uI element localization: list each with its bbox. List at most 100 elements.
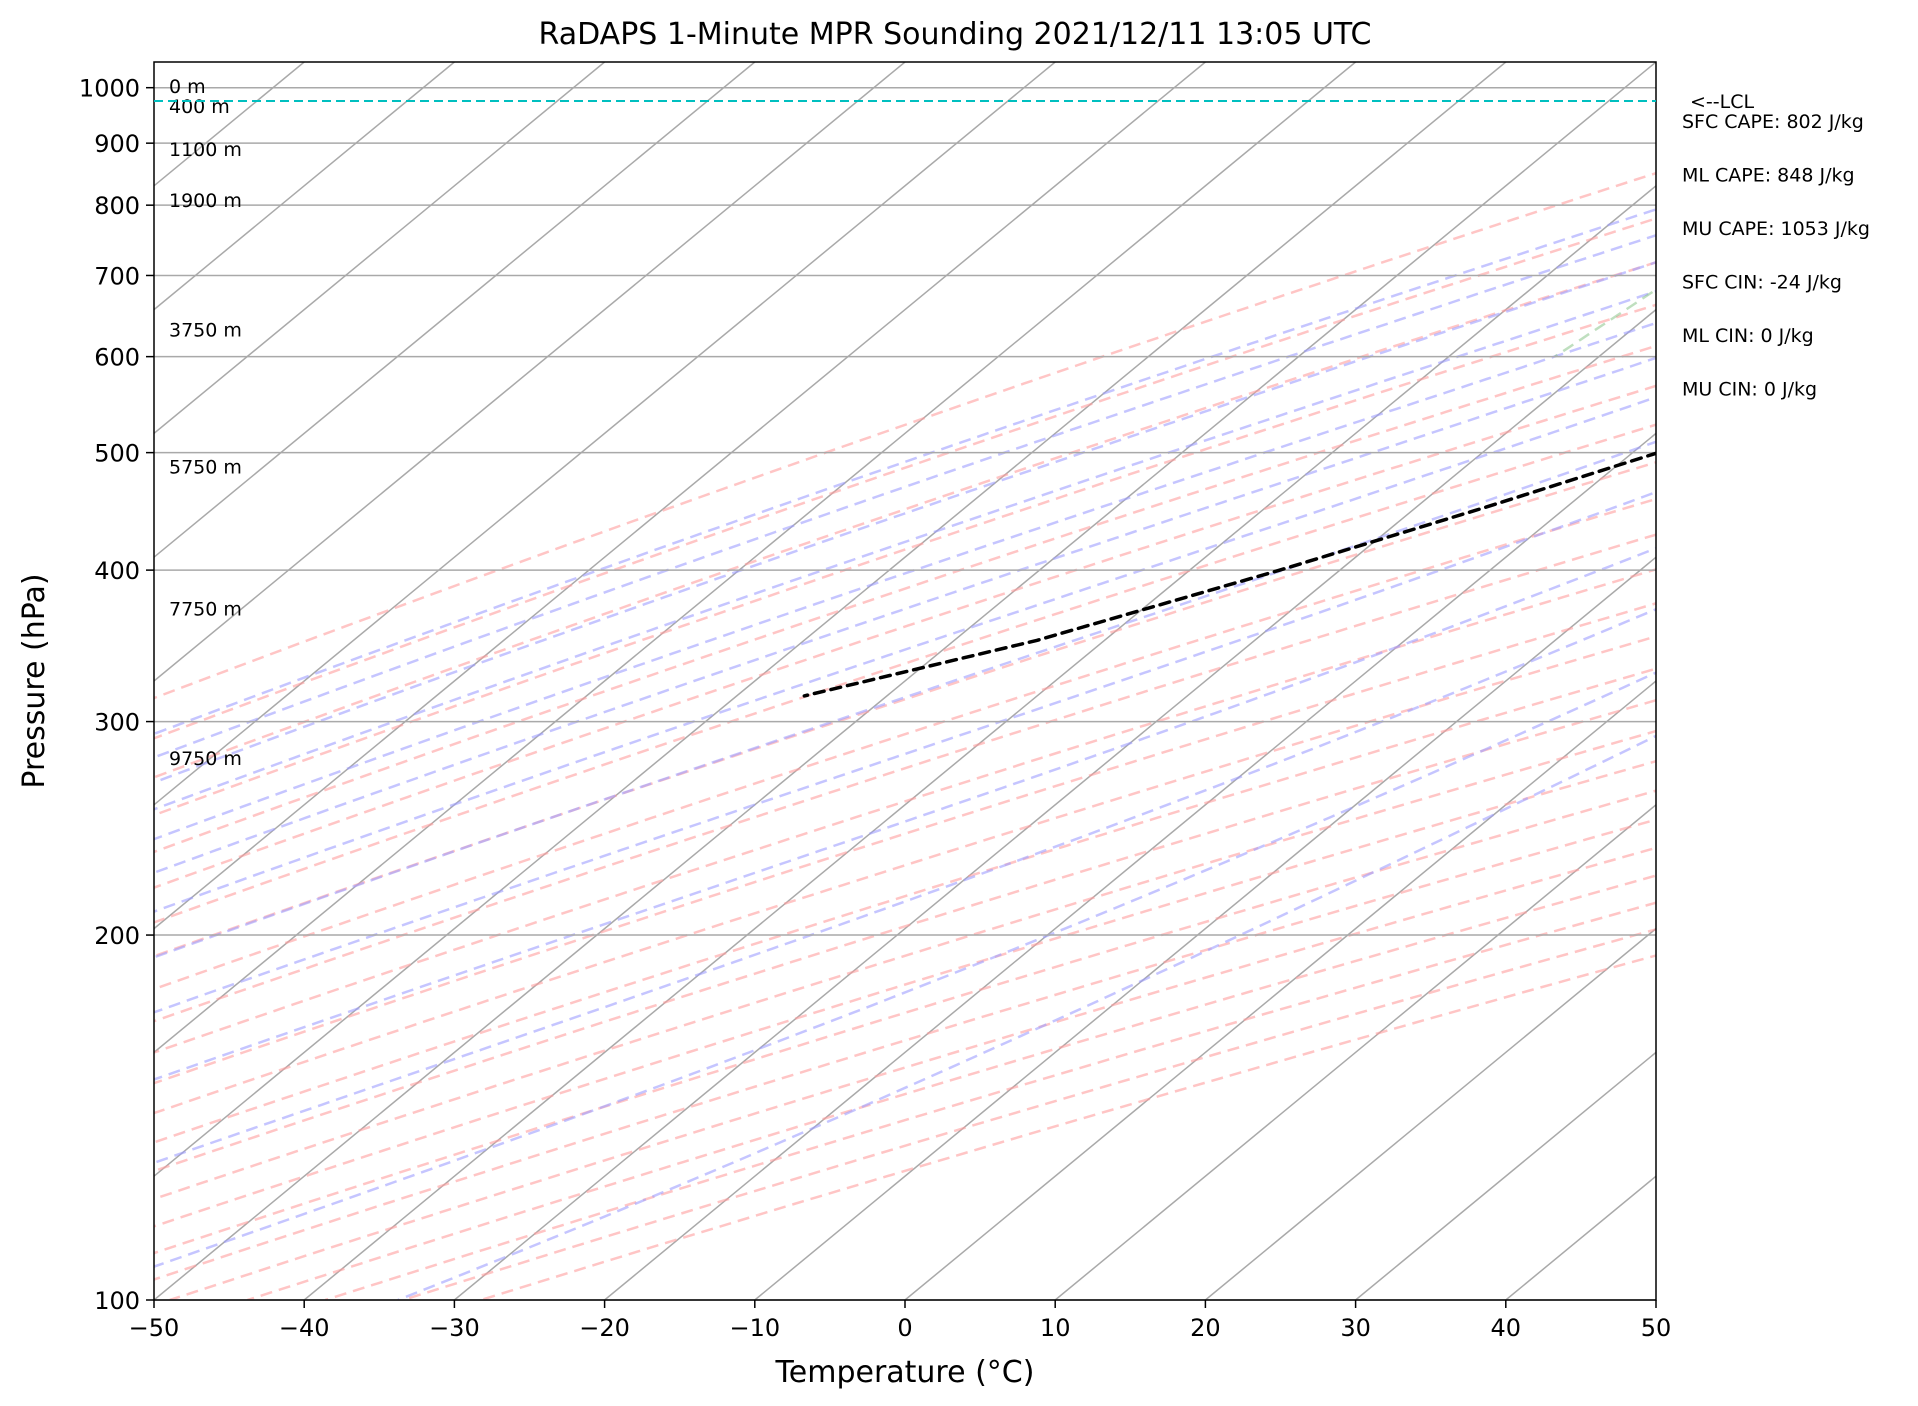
- mixing-ratio-line: [1554, 288, 1656, 358]
- dry-adiabat-line: [154, 729, 1656, 1201]
- stat-label: ML CAPE: 848 J/kg: [1682, 165, 1855, 187]
- height-label: 1100 m: [169, 139, 242, 161]
- x-tick-label: 30: [1340, 1314, 1371, 1342]
- height-label: 9750 m: [169, 748, 242, 770]
- dry-adiabat-line: [154, 602, 1656, 1085]
- height-label: 5750 m: [169, 457, 242, 479]
- height-label: 7750 m: [169, 598, 242, 620]
- moist-adiabat-line: [397, 734, 1656, 1300]
- height-labels: 9750 m 7750 m 5750 m 3750 m 1900 m 1100 m 400 …: [169, 76, 242, 770]
- isotherm-line: [904, 680, 1656, 1300]
- dry-adiabat-line: [154, 261, 1656, 779]
- isotherm-line: [154, 62, 1656, 1300]
- height-label: 3750 m: [169, 319, 242, 341]
- dry-adiabat-line: [154, 344, 1656, 854]
- x-tick-label: 0: [897, 1314, 912, 1342]
- mixing-ratio-line: [1825, 62, 1918, 357]
- isotherm-line: [154, 62, 906, 682]
- y-tick-label: 700: [94, 262, 140, 290]
- lcl-label: <--LCL: [1690, 91, 1754, 113]
- dry-adiabat-line: [154, 698, 1656, 1173]
- y-axis-label: Pressure (hPa): [17, 573, 52, 788]
- dry-adiabat-line: [154, 461, 1656, 958]
- height-label: 400 m: [169, 96, 230, 118]
- isotherm-line: [754, 556, 1656, 1300]
- isotherm-line: [1204, 927, 1656, 1300]
- y-tick-label: 200: [94, 922, 140, 950]
- stat-label: ML CIN: 0 J/kg: [1682, 325, 1814, 347]
- x-axis: −50 −40 −30 −20 −10 0 10 20 30 40 50: [129, 1300, 1672, 1342]
- x-tick-label: 20: [1190, 1314, 1221, 1342]
- moist-adiabat-line: [154, 261, 1656, 784]
- y-tick-label: 1000: [79, 75, 140, 103]
- isotherm-line: [154, 62, 606, 435]
- moist-adiabat-line: [154, 395, 1656, 913]
- isotherm-line: [303, 184, 1656, 1300]
- dry-adiabat-line: [154, 568, 1656, 1054]
- parcel-line: [802, 451, 1656, 698]
- series-layer: [802, 91, 1918, 698]
- dry-adiabat-line: [154, 423, 1656, 924]
- dewpoint-line: [1844, 91, 1918, 696]
- stats-panel: SFC CAPE: 802 J/kg ML CAPE: 848 J/kg MU CA…: [1682, 111, 1870, 401]
- dry-adiabat-line: [154, 635, 1656, 1115]
- y-tick-label: 500: [94, 440, 140, 468]
- moist-adiabat-line: [154, 607, 1656, 1165]
- dry-adiabat-line: [154, 217, 1656, 740]
- isotherm-line: [154, 62, 455, 311]
- dry-adiabat-line: [154, 759, 1656, 1228]
- y-tick-label: 400: [94, 557, 140, 585]
- background-lines: [154, 62, 1918, 1300]
- dry-adiabat-line: [154, 789, 1656, 1255]
- stat-label: SFC CIN: -24 J/kg: [1682, 272, 1842, 294]
- stat-label: MU CAPE: 1053 J/kg: [1682, 218, 1870, 240]
- moist-adiabat-line: [154, 440, 1656, 959]
- y-tick-label: 100: [94, 1287, 140, 1315]
- height-label: 0 m: [169, 76, 206, 98]
- isotherm-line: [154, 62, 1507, 1178]
- x-tick-label: −30: [429, 1314, 480, 1342]
- isotherm-line: [1054, 803, 1656, 1300]
- isotherm-line: [1355, 1051, 1656, 1300]
- moist-adiabat-line: [154, 546, 1656, 1081]
- isotherm-line: [604, 432, 1656, 1300]
- x-tick-label: −20: [579, 1314, 630, 1342]
- dry-adiabat-line: [154, 533, 1656, 1023]
- dry-adiabat-line: [154, 303, 1656, 817]
- y-axis: 1000 900 800 700 600 500 400 300 200 100: [79, 75, 154, 1315]
- isotherm-line: [453, 308, 1656, 1300]
- height-label: 1900 m: [169, 190, 242, 212]
- dry-adiabat-line: [154, 818, 1656, 1281]
- dry-adiabat-line: [154, 384, 1656, 889]
- y-tick-label: 800: [94, 192, 140, 220]
- x-axis-label: Temperature (°C): [775, 1355, 1035, 1390]
- moist-adiabat-line: [154, 321, 1656, 841]
- dry-adiabat-line: [402, 928, 1656, 1300]
- isotherm-line: [154, 62, 1056, 806]
- isotherm-line: [154, 62, 756, 559]
- moist-adiabat-line: [154, 490, 1656, 1014]
- y-tick-label: 300: [94, 709, 140, 737]
- x-tick-label: −40: [279, 1314, 330, 1342]
- isotherm-line: [154, 62, 1357, 1054]
- moist-adiabat-line: [154, 356, 1656, 875]
- stat-label: MU CIN: 0 J/kg: [1682, 379, 1817, 401]
- y-tick-label: 900: [94, 130, 140, 158]
- dry-adiabat-line: [154, 497, 1656, 991]
- moist-adiabat-line: [154, 233, 1656, 759]
- moist-adiabat-line: [154, 290, 1656, 811]
- moist-adiabat-line: [154, 208, 1656, 736]
- x-tick-label: 40: [1491, 1314, 1522, 1342]
- isotherm-line: [1655, 1299, 1656, 1300]
- x-tick-label: 50: [1641, 1314, 1672, 1342]
- stat-label: SFC CAPE: 802 J/kg: [1682, 111, 1864, 133]
- lcl-marker: <--LCL: [154, 91, 1754, 113]
- x-tick-label: −10: [729, 1314, 780, 1342]
- mixing-ratio-line: [1900, 62, 1918, 357]
- x-tick-label: −50: [129, 1314, 180, 1342]
- chart-title: RaDAPS 1-Minute MPR Sounding 2021/12/11 …: [539, 17, 1372, 52]
- x-tick-label: 10: [1040, 1314, 1071, 1342]
- dry-adiabat-line: [154, 667, 1656, 1144]
- isotherm-line: [1505, 1175, 1656, 1300]
